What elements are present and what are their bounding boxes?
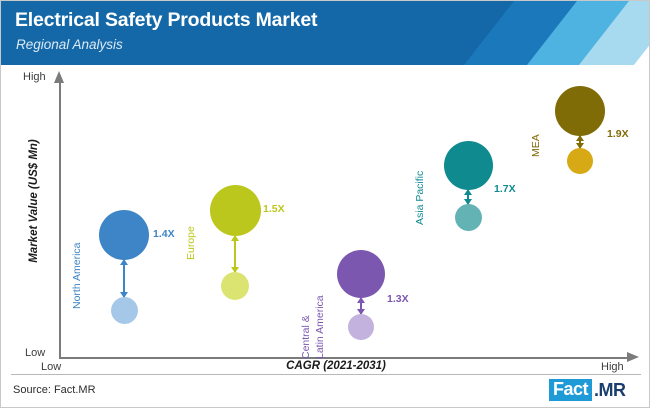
page-subtitle: Regional Analysis <box>16 37 123 52</box>
header-banner: Electrical Safety Products Market Region… <box>1 1 649 65</box>
growth-multiplier-north-america: 1.4X <box>153 228 175 240</box>
arrow-down-icon-europe <box>231 267 239 273</box>
y-axis-line <box>59 81 61 358</box>
x-axis-title: CAGR (2021-2031) <box>286 360 386 372</box>
bubble-small-north-america[interactable] <box>110 296 138 324</box>
connector-line-mea <box>579 136 581 148</box>
y-axis-title: Market Value (US$ Mn) <box>28 139 40 263</box>
y-axis-tick-high: High <box>23 71 46 83</box>
bubble-label-central-latin-america-line1: Central & <box>300 315 312 359</box>
connector-line-europe <box>234 235 236 272</box>
source-attribution: Source: Fact.MR <box>13 384 96 396</box>
factmr-logo[interactable]: Fact .MR <box>549 379 626 401</box>
bubble-small-asia-pacific[interactable] <box>454 203 482 231</box>
connector-line-north-america <box>123 260 125 297</box>
y-axis-arrow-icon <box>54 71 64 83</box>
bubble-large-europe[interactable] <box>209 184 261 236</box>
bubble-small-europe[interactable] <box>221 272 249 300</box>
growth-multiplier-mea: 1.9X <box>607 128 629 140</box>
x-axis-line <box>59 357 629 359</box>
arrow-down-icon-mea <box>576 143 584 149</box>
arrow-up-icon-north-america <box>120 259 128 265</box>
bubble-chart-plot-area: High Low Low High Market Value (US$ Mn) … <box>1 65 649 373</box>
x-axis-arrow-icon <box>627 352 639 362</box>
bubble-label-north-america: North America <box>71 242 83 309</box>
bubble-large-asia-pacific[interactable] <box>443 140 493 190</box>
connector-line-central-latin-america <box>360 298 362 314</box>
bubble-large-central-latin-america[interactable] <box>337 250 385 298</box>
connector-line-asia-pacific <box>467 189 469 204</box>
arrow-up-icon-asia-pacific <box>464 188 472 195</box>
page-title: Electrical Safety Products Market <box>15 9 318 31</box>
bubble-large-mea[interactable] <box>555 86 605 136</box>
arrow-down-icon-central-latin-america <box>357 309 365 315</box>
growth-multiplier-central-latin-america: 1.3X <box>387 293 409 305</box>
bubble-label-europe: Europe <box>185 226 197 260</box>
bubble-small-central-latin-america[interactable] <box>348 314 374 340</box>
arrow-up-icon-europe <box>231 234 239 241</box>
arrow-down-icon-north-america <box>120 291 128 298</box>
bubble-label-central-latin-america-line2: Latin America <box>314 295 326 359</box>
growth-multiplier-asia-pacific: 1.7X <box>494 183 516 195</box>
growth-multiplier-europe: 1.5X <box>263 203 285 215</box>
bubble-large-north-america[interactable] <box>99 210 149 260</box>
footer-divider <box>11 374 641 375</box>
bubble-small-mea[interactable] <box>567 148 593 174</box>
x-axis-tick-high: High <box>601 361 624 373</box>
arrow-up-icon-central-latin-america <box>357 297 365 303</box>
logo-text-mr: .MR <box>594 379 626 400</box>
bubble-label-asia-pacific: Asia Pacific <box>414 170 426 225</box>
logo-text-fact: Fact <box>549 379 593 401</box>
bubble-label-mea: MEA <box>530 134 542 157</box>
arrow-up-icon-mea <box>576 135 584 141</box>
x-axis-tick-low: Low <box>41 361 62 373</box>
y-axis-tick-low: Low <box>25 347 46 359</box>
arrow-down-icon-asia-pacific <box>464 198 472 205</box>
